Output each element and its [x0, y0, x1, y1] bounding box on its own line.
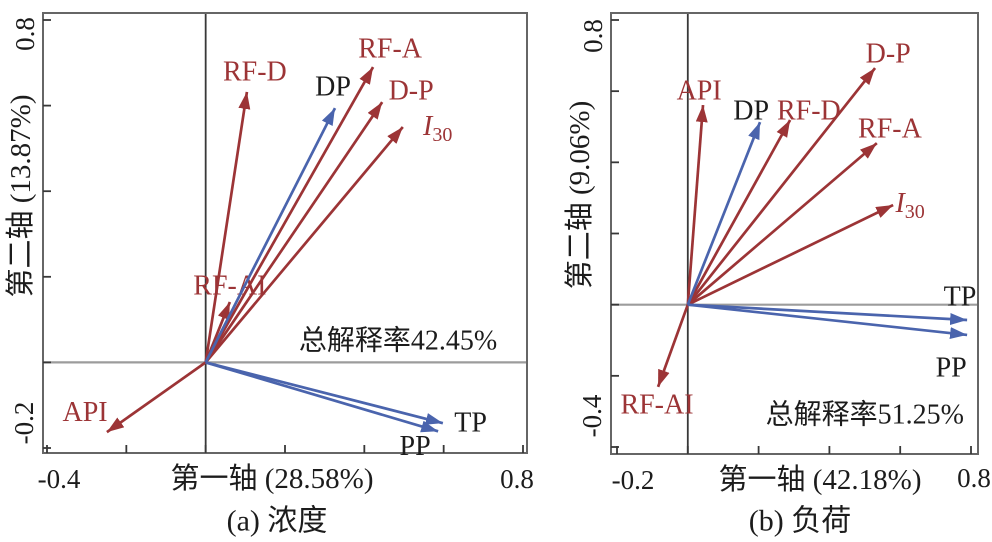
vector-arrow-a-API — [106, 361, 207, 434]
panel-caption-a: (a) 浓度 — [227, 505, 328, 538]
vector-label-b-RF-AI: RF-AI — [620, 390, 693, 421]
y-tick-label-a: -0.2 — [9, 402, 39, 445]
vector-label-b-I30: I30 — [894, 187, 924, 223]
vector-arrow-b-I30 — [687, 203, 894, 306]
x-axis-title-b: 第一轴 (42.18%) — [719, 463, 922, 496]
vector-arrow-a-RF-A — [204, 66, 375, 364]
vector-arrow-a-PP — [205, 361, 439, 433]
vector-label-a-TP: TP — [454, 408, 487, 439]
vector-label-b-D-P: D-P — [866, 38, 911, 69]
y-tick-label-a: 0.8 — [10, 17, 40, 51]
vector-arrow-b-D-P — [686, 67, 877, 306]
vector-label-b-PP: PP — [936, 353, 967, 384]
vector-label-a-D-P: D-P — [389, 76, 434, 107]
vector-label-a-DP: DP — [315, 72, 351, 103]
vector-arrow-b-API — [686, 104, 708, 305]
panel-caption-b: (b) 负荷 — [749, 505, 851, 538]
total-explained-label-b: 总解释率51.25% — [766, 398, 964, 430]
vector-label-a-RF-A: RF-A — [358, 34, 423, 65]
y-tick-label-b: 0.8 — [578, 19, 608, 53]
vector-label-b-TP: TP — [944, 281, 977, 312]
vector-arrow-a-RF-D — [204, 91, 251, 363]
vector-arrow-b-RF-D — [686, 119, 792, 306]
panel-b: -0.2 0.8 0.8 -0.4 第一轴 (42.18%) 第二轴 (9.06%) (b)… — [563, 12, 991, 538]
vector-arrow-b-TP — [687, 303, 968, 326]
vector-arrow-a-D-P — [204, 101, 384, 364]
vector-label-a-I30: I30 — [422, 111, 452, 147]
vector-label-b-RF-D: RF-D — [777, 96, 841, 127]
y-tick-label-b: -0.4 — [577, 394, 607, 437]
x-tick-label-a: 0.8 — [500, 464, 534, 494]
vector-arrow-a-DP — [204, 107, 337, 364]
plot-box-b — [610, 12, 979, 455]
vector-label-a-PP: PP — [400, 431, 431, 462]
x-tick-label-a: -0.4 — [38, 464, 81, 494]
vector-label-b-RF-A: RF-A — [858, 113, 923, 144]
vector-arrow-a-TP — [205, 361, 444, 425]
panel-a: -0.4 0.8 0.8 -0.2 第一轴 (28.58%) 第二轴 (13.87%) (a… — [4, 12, 534, 538]
vector-arrow-b-RF-A — [686, 142, 878, 306]
vector-arrow-a-I30 — [204, 126, 404, 364]
vector-label-b-API: API — [677, 75, 722, 106]
vector-label-a-RF-D: RF-D — [223, 56, 287, 87]
y-axis-title-a: 第二轴 (13.87%) — [4, 95, 37, 298]
x-tick-label-b: 0.8 — [957, 463, 991, 493]
vector-label-a-RF-AI: RF-AI — [193, 270, 266, 301]
x-axis-title-a: 第一轴 (28.58%) — [171, 462, 374, 495]
y-axis-title-b: 第二轴 (9.06%) — [563, 101, 596, 289]
x-tick-label-b: -0.2 — [612, 465, 655, 495]
vector-label-b-DP: DP — [733, 96, 769, 127]
vector-arrow-b-DP — [686, 121, 762, 306]
vector-arrow-b-RF-AI — [656, 304, 690, 388]
vector-label-a-API: API — [63, 397, 108, 428]
vector-arrow-b-PP — [687, 303, 968, 340]
total-explained-label-a: 总解释率42.45% — [299, 325, 497, 357]
